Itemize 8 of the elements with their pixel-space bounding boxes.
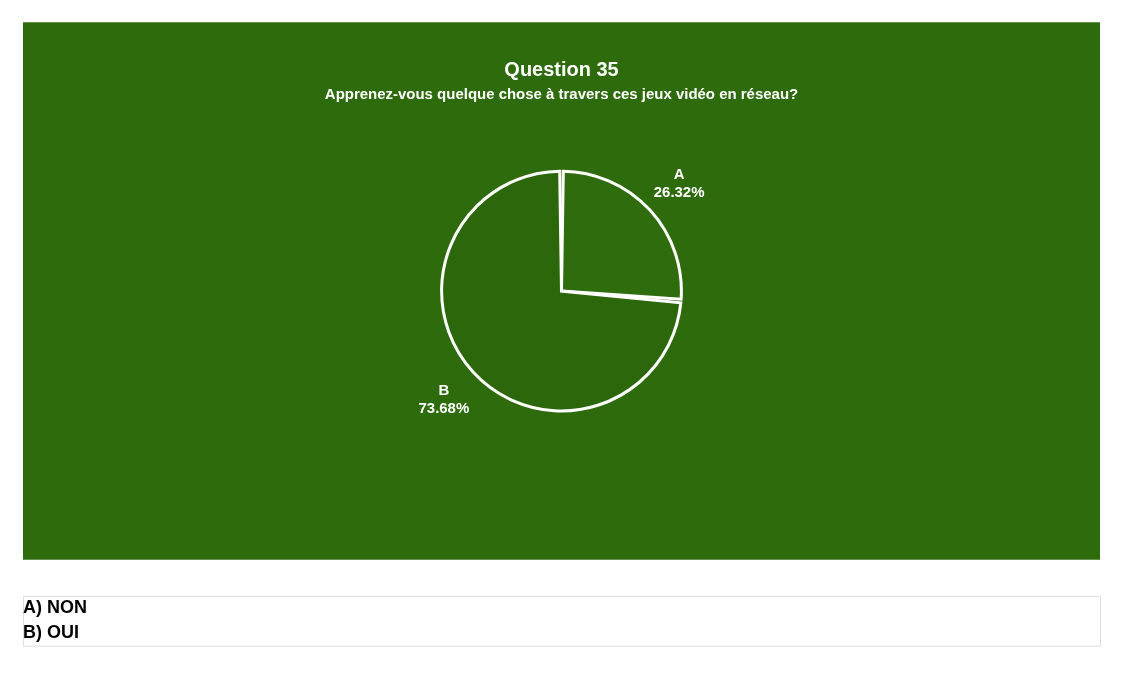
text: B) OUI: [22, 622, 79, 643]
slice-label: B: [438, 381, 450, 399]
data-label: 73.68%: [418, 399, 470, 417]
chart-title: Question 35: [504, 58, 619, 81]
chart-subtitle: Apprenez-vous quelque chose à travers ces jeux vidéo en réseau?: [324, 85, 799, 103]
text: A) NON: [22, 597, 87, 618]
data-label: 26.32%: [653, 182, 705, 200]
slice-label: A: [673, 164, 685, 182]
